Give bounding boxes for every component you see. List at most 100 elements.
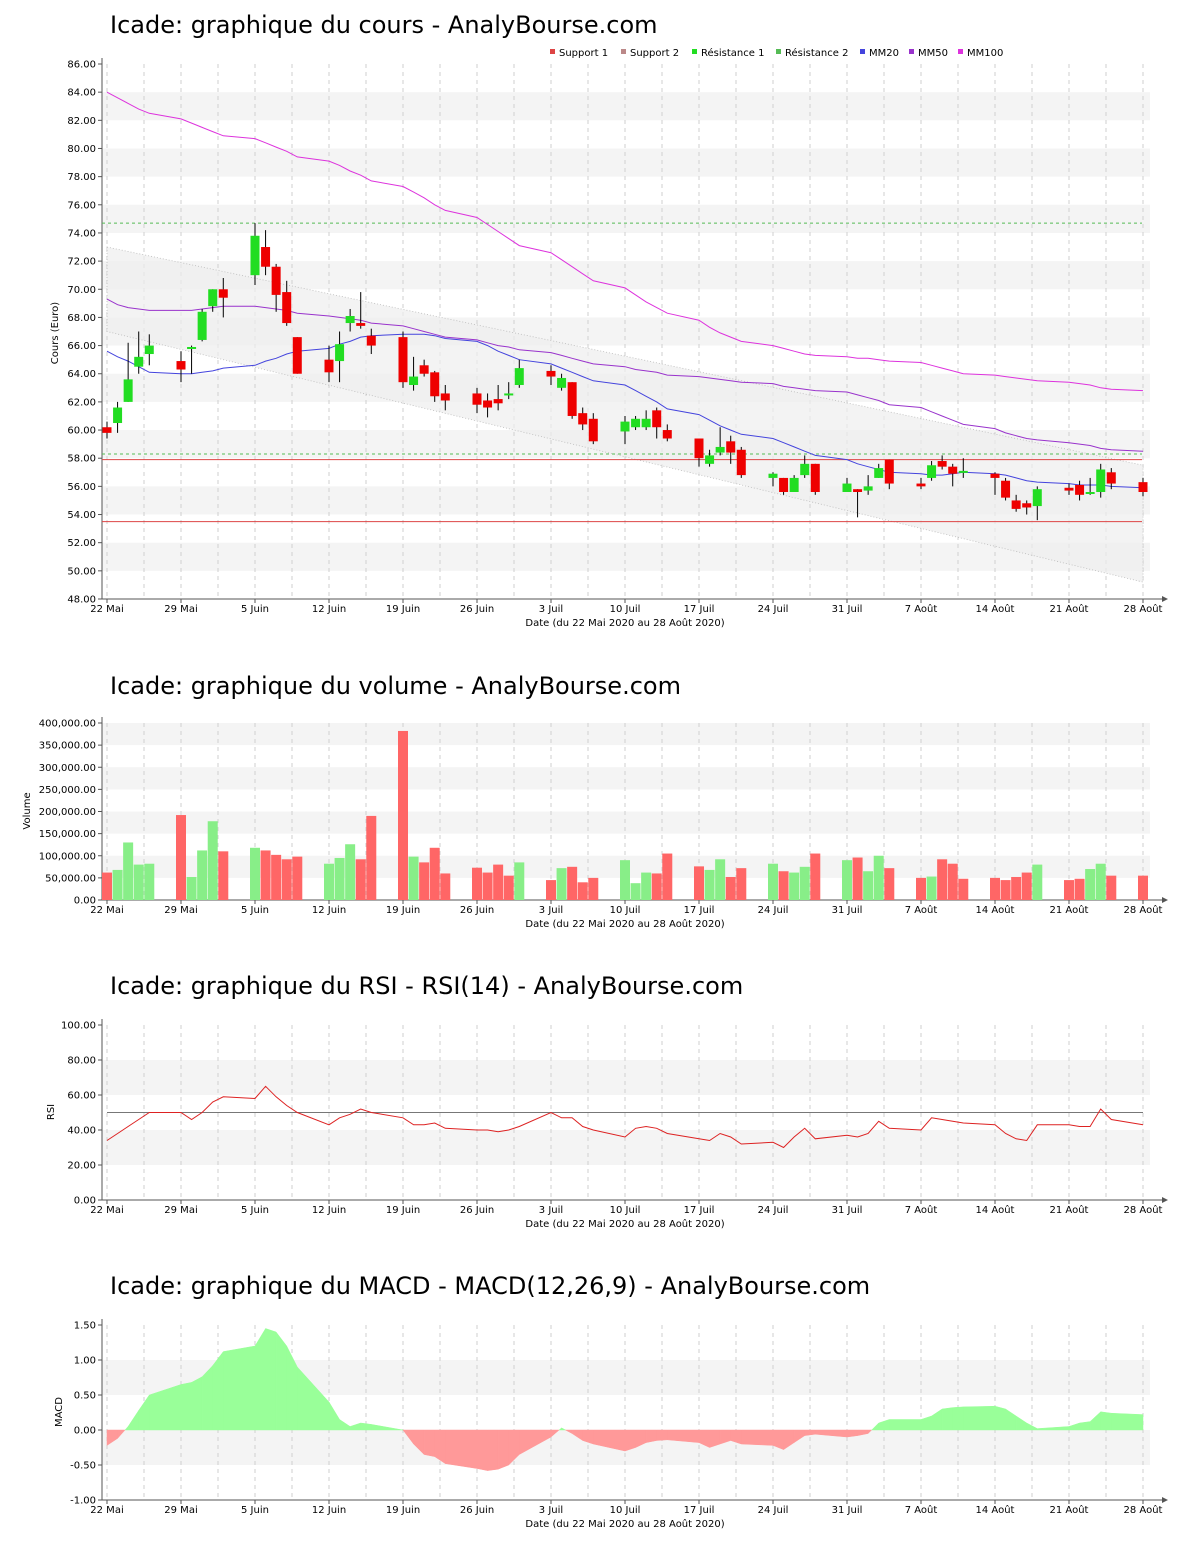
- rsi-y-tick-label: 100.00: [61, 1021, 96, 1032]
- candle-down: [1075, 484, 1085, 495]
- legend-label: MM20: [869, 48, 899, 59]
- macd-area-positive: [360, 1422, 372, 1431]
- candle-down: [493, 399, 503, 404]
- macd-area-positive: [191, 1376, 203, 1431]
- rsi-band: [102, 1060, 1150, 1095]
- volume-x-axis-arrow: [1162, 897, 1168, 903]
- volume-x-tick-label: 24 Juil: [758, 905, 789, 916]
- macd-y-tick-label: 0.50: [74, 1391, 96, 1402]
- volume-bar-down: [662, 853, 673, 900]
- volume-bar-down: [588, 877, 599, 900]
- macd-area-positive: [1100, 1411, 1112, 1431]
- rsi-chart-panel: Icade: graphique du RSI - RSI(14) - Anal…: [46, 972, 1168, 1230]
- candle-up: [134, 356, 144, 367]
- candle-up: [768, 473, 778, 478]
- candle-down: [324, 359, 334, 373]
- price-y-tick-label: 82.00: [67, 116, 96, 127]
- macd-y-tick-label: 1.00: [74, 1356, 96, 1367]
- volume-y-tick-label: 250,000.00: [39, 785, 96, 796]
- macd-area-positive: [1089, 1411, 1101, 1431]
- price-y-tick-label: 74.00: [67, 228, 96, 239]
- candle-down: [472, 393, 482, 405]
- rsi-x-tick-label: 29 Mai: [164, 1205, 197, 1216]
- candle-up: [789, 477, 799, 492]
- macd-area-positive: [920, 1415, 932, 1431]
- price-y-tick-label: 56.00: [67, 482, 96, 493]
- volume-bar-down: [778, 871, 789, 900]
- volume-bar-up: [324, 863, 334, 900]
- macd-y-tick-label: -0.50: [70, 1461, 96, 1472]
- volume-bar-down: [429, 847, 440, 900]
- macd-x-tick-label: 28 Août: [1124, 1504, 1163, 1516]
- candle-up: [620, 421, 630, 432]
- legend-swatch: [860, 49, 865, 54]
- macd-x-tick-label: 21 Août: [1050, 1504, 1089, 1516]
- macd-area-positive: [201, 1364, 213, 1431]
- candle-down: [102, 427, 112, 433]
- candle-down: [1064, 487, 1074, 491]
- volume-x-tick-label: 29 Mai: [164, 905, 197, 916]
- volume-bar-down: [958, 878, 969, 900]
- candle-up: [504, 393, 514, 396]
- candle-up: [1085, 492, 1095, 494]
- price-y-tick-label: 52.00: [67, 538, 96, 549]
- price-chart-panel: Icade: graphique du cours - AnalyBourse.…: [50, 11, 1168, 629]
- candle-up: [874, 468, 884, 478]
- macd-x-tick-label: 12 Juin: [312, 1505, 346, 1516]
- macd-area-negative: [445, 1429, 478, 1469]
- macd-x-tick-label: 14 Août: [976, 1504, 1015, 1516]
- macd-area-positive: [931, 1408, 943, 1431]
- volume-x-axis-label: Date (du 22 Mai 2020 au 28 Août 2020): [525, 918, 724, 930]
- price-y-tick-label: 54.00: [67, 510, 96, 521]
- volume-bar-up: [641, 872, 652, 900]
- macd-area-positive: [254, 1327, 266, 1431]
- volume-bar-down: [810, 853, 821, 900]
- candle-down: [810, 463, 820, 492]
- volume-bar-up: [556, 868, 567, 900]
- volume-x-tick-label: 10 Juil: [610, 905, 641, 916]
- volume-bar-down: [916, 877, 926, 900]
- price-y-tick-label: 78.00: [67, 172, 96, 183]
- candle-up: [335, 344, 345, 362]
- price-y-tick-label: 72.00: [67, 257, 96, 268]
- macd-x-axis-label: Date (du 22 Mai 2020 au 28 Août 2020): [525, 1518, 724, 1530]
- volume-bar-up: [408, 856, 419, 900]
- macd-area-negative: [117, 1429, 126, 1440]
- candle-down: [588, 418, 598, 442]
- volume-bar-down: [419, 862, 430, 900]
- macd-y-tick-label: -1.00: [70, 1496, 96, 1507]
- price-x-tick-label: 22 Mai: [90, 604, 123, 615]
- candle-down: [292, 337, 302, 374]
- volume-bar-down: [493, 864, 504, 900]
- volume-bar-down: [725, 876, 736, 900]
- price-y-tick-label: 84.00: [67, 88, 96, 99]
- price-x-tick-label: 3 Juil: [539, 604, 563, 615]
- price-x-tick-label: 17 Juil: [684, 604, 715, 615]
- volume-bar-up: [799, 866, 810, 900]
- volume-y-tick-label: 200,000.00: [39, 807, 96, 818]
- macd-area-positive: [1037, 1426, 1070, 1431]
- price-x-tick-label: 31 Juil: [832, 604, 863, 615]
- candle-down: [398, 337, 408, 383]
- volume-x-tick-label: 7 Août: [905, 904, 938, 916]
- rsi-x-tick-label: 7 Août: [905, 1204, 938, 1216]
- price-band: [102, 92, 1150, 121]
- candle-down: [261, 247, 271, 267]
- volume-bar-down: [1106, 875, 1117, 900]
- price-x-tick-label: 19 Juin: [386, 604, 420, 615]
- price-y-axis-label: Cours (Euro): [50, 302, 61, 365]
- volume-bar-down: [567, 866, 578, 900]
- volume-bar-up: [207, 821, 218, 900]
- candle-down: [726, 441, 736, 453]
- candle-down: [1138, 482, 1148, 492]
- macd-area-positive: [1015, 1415, 1027, 1431]
- candle-up: [705, 455, 715, 464]
- volume-bar-down: [271, 854, 282, 900]
- price-y-tick-label: 86.00: [67, 60, 96, 71]
- price-x-tick-label: 10 Juil: [610, 604, 641, 615]
- macd-area-negative: [487, 1429, 499, 1471]
- price-x-axis-arrow: [1162, 596, 1168, 602]
- candle-down: [948, 466, 958, 474]
- volume-bar-up: [334, 857, 345, 900]
